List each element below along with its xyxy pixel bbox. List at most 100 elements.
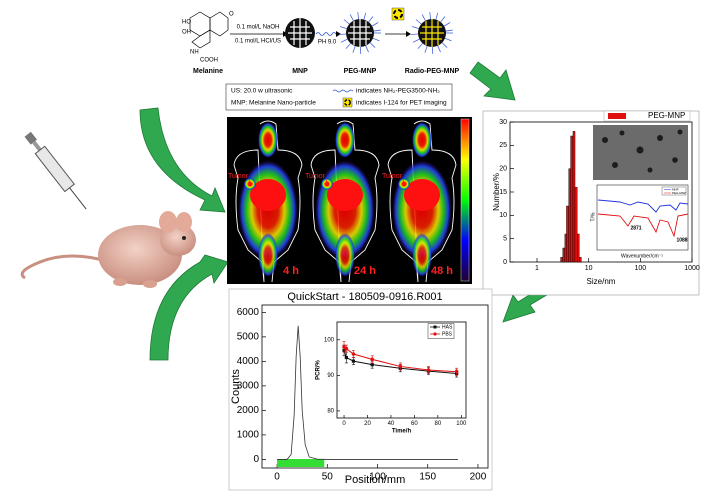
particle-grid xyxy=(348,19,372,47)
x-tick-label: 150 xyxy=(419,472,436,483)
peg-chain xyxy=(357,12,359,20)
peg-chain xyxy=(372,37,380,42)
time-label: 48 h xyxy=(431,265,453,277)
atom: O xyxy=(229,12,234,18)
scheme-legend: US: 20.0 w ultrasonic MNP: Melanine Nano… xyxy=(225,83,453,111)
y-tick-label: 20 xyxy=(499,166,507,173)
compound-label: Melanine xyxy=(193,68,223,75)
x-tick-label: 20 xyxy=(364,421,371,427)
ring xyxy=(191,29,211,49)
arrow xyxy=(139,107,226,213)
particle-grid xyxy=(288,18,312,48)
tumor-label: Tumor xyxy=(305,173,326,180)
y-tick-label: 80 xyxy=(327,408,334,414)
arrow xyxy=(469,61,516,101)
chart: 0 5 10 15 20 25 30 1 10 100 1000 Size/nm Number/% PEG… xyxy=(492,110,700,286)
bar xyxy=(572,131,576,263)
line xyxy=(277,325,458,460)
syringe xyxy=(24,131,87,210)
bar xyxy=(560,257,563,263)
peg-chain xyxy=(440,16,446,23)
legend-marker xyxy=(433,332,437,336)
marker xyxy=(370,363,374,367)
peg-chain xyxy=(411,26,419,30)
colorbar xyxy=(460,118,470,282)
peg-chain xyxy=(371,22,379,27)
ftir-xlabel: Wavenumber/cm⁻¹ xyxy=(621,253,663,259)
bar xyxy=(574,187,578,263)
peg-chain xyxy=(443,22,451,27)
particle-grid xyxy=(420,19,444,47)
syringe-barrel xyxy=(34,145,75,193)
marker xyxy=(454,369,459,374)
peg-icon xyxy=(332,89,354,93)
marker xyxy=(370,357,374,362)
ftir-ylabel: T/% xyxy=(590,212,596,221)
legend-label: HAS xyxy=(442,324,453,330)
x-tick-label: 100 xyxy=(369,472,386,483)
y-tick-label: 100 xyxy=(324,337,335,343)
radiation-icon xyxy=(391,7,405,21)
legend-text: indicates I-124 for PET imaging xyxy=(356,100,447,107)
y-tick-label: 4000 xyxy=(237,356,260,367)
arrow-line xyxy=(315,32,337,36)
marker xyxy=(398,364,403,369)
reagent: PH 9.0 xyxy=(318,40,337,46)
mouse-tail xyxy=(20,254,111,280)
needle xyxy=(69,187,87,210)
syringe-part xyxy=(32,140,42,152)
marker xyxy=(351,352,356,356)
atom: HO xyxy=(182,20,191,26)
peg-chain xyxy=(424,46,428,53)
x-axis-label: Size/nm xyxy=(587,277,616,286)
y-tick-label: 90 xyxy=(327,373,334,379)
ftir-legend-text: PEG-MNP xyxy=(672,191,686,195)
tumor-label: Tumor xyxy=(382,173,403,180)
marker xyxy=(426,368,431,372)
scheme: HO OH O NH COOH Melanine 0.1 mol/L NaOH … xyxy=(182,7,460,75)
mouse-ear xyxy=(159,211,177,233)
x-tick-label: 80 xyxy=(435,421,442,427)
compound-label: MNP xyxy=(292,68,308,75)
arrow-head xyxy=(406,31,411,37)
legend-label: PEG-MNP xyxy=(648,111,685,120)
peg-chain xyxy=(368,16,374,23)
legend-text: US: 20.0 w ultrasonic xyxy=(231,88,293,95)
tumor-pointer xyxy=(248,178,251,185)
highlight-range xyxy=(277,459,325,467)
x-tick-label: 1000 xyxy=(684,265,700,272)
x-tick-label: 10 xyxy=(585,265,593,272)
x-tick-label: 1 xyxy=(535,265,539,272)
y-axis-label: PCR/% xyxy=(316,360,322,380)
x-tick-label: 50 xyxy=(322,472,334,483)
uptake xyxy=(404,179,440,211)
legend-label: PBS xyxy=(442,331,453,337)
ftir-curve xyxy=(597,213,689,238)
x-tick-label: 200 xyxy=(470,472,487,483)
peg-chain xyxy=(437,45,441,53)
bar xyxy=(562,247,565,263)
peak-label: 2871 xyxy=(630,225,641,231)
ftir-curve xyxy=(597,199,689,213)
arrow-head xyxy=(336,31,341,37)
peg-chain xyxy=(340,38,348,43)
radiation-icon xyxy=(344,99,351,106)
bar xyxy=(570,135,574,263)
uptake xyxy=(258,122,278,158)
peg-chain xyxy=(445,29,453,32)
y-tick-label: 5000 xyxy=(237,332,260,343)
tumor-label: Tumor xyxy=(228,173,249,180)
uptake xyxy=(258,233,278,277)
ftir-legend xyxy=(661,186,687,196)
legend-box xyxy=(225,83,453,111)
y-tick-label: 15 xyxy=(499,189,507,196)
x-axis-label: Time/h xyxy=(392,429,412,435)
x-tick-label: 0 xyxy=(274,472,280,483)
mouse-paw xyxy=(143,280,157,288)
reagent: 0.1 mol/L HCl/US xyxy=(235,39,281,45)
y-tick-label: 0 xyxy=(503,259,507,266)
plot-frame xyxy=(261,304,489,469)
peg-chain xyxy=(421,14,426,21)
peg-chain xyxy=(417,43,423,49)
